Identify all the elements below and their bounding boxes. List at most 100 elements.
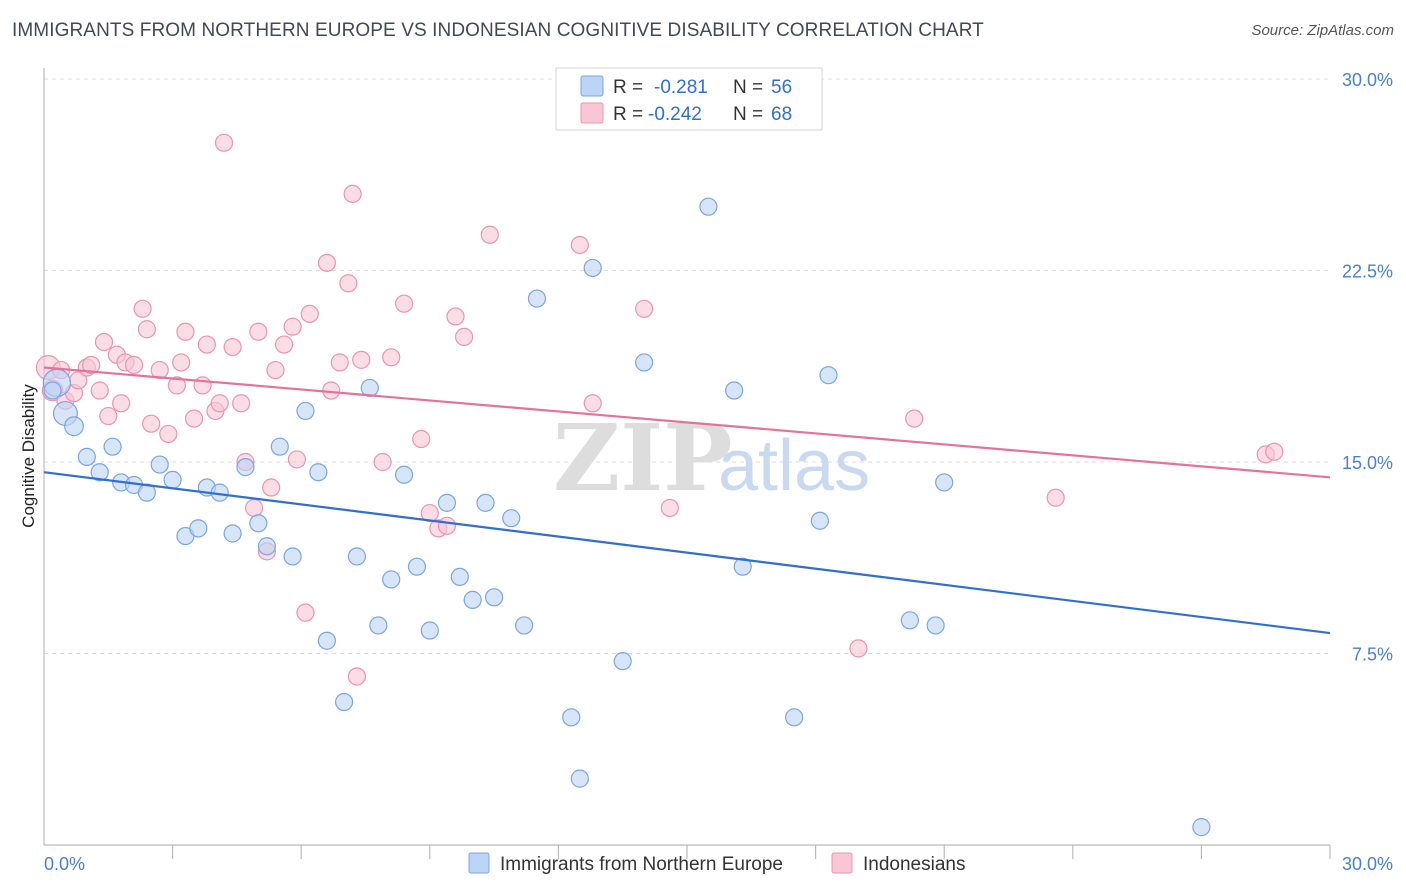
trend-line-northern-europe [43, 471, 1331, 635]
indonesians-point-15 [133, 299, 152, 318]
northern-europe-point-29 [394, 465, 414, 484]
indonesians-point-37 [274, 335, 294, 354]
legend-swatch-indonesians [580, 102, 604, 124]
y-tick-label-3: 30.0% [1342, 70, 1393, 90]
indonesians-point-16 [137, 320, 156, 339]
northern-europe-point-51 [900, 611, 920, 630]
indonesians-point-58 [480, 225, 499, 244]
indonesians-point-51 [394, 294, 414, 313]
indonesians-point-61 [635, 299, 654, 318]
indonesians-point-42 [317, 253, 337, 272]
indonesians-point-8 [90, 381, 109, 400]
indonesians-point-18 [150, 360, 169, 380]
indonesians-point-22 [176, 322, 195, 341]
indonesians-point-56 [446, 307, 465, 326]
northern-europe-point-34 [463, 590, 482, 609]
northern-europe-point-23 [317, 631, 337, 650]
northern-europe-point-28 [382, 570, 401, 589]
legend-n-label-1: N = [733, 77, 763, 98]
indonesians-point-55 [437, 516, 457, 535]
indonesians-point-64 [905, 409, 924, 428]
legend-n-label-2: N = [733, 104, 763, 125]
indonesians-point-23 [184, 409, 204, 428]
northern-europe-point-31 [420, 621, 439, 640]
legend-r-label-2: R = [613, 104, 643, 125]
northern-europe-point-22 [309, 463, 328, 482]
y-tick-label-2: 22.5% [1342, 262, 1393, 282]
northern-europe-point-21 [296, 401, 315, 421]
indonesians-point-45 [339, 274, 358, 293]
trend-lines [43, 366, 1331, 635]
northern-europe-point-43 [613, 652, 632, 671]
northern-europe-point-32 [437, 493, 457, 512]
watermark-atlas: atlas [718, 426, 870, 506]
y-tick-labels: 7.5% 15.0% 22.5% 30.0% [1342, 70, 1393, 665]
indonesians-point-47 [347, 667, 367, 686]
indonesians-point-57 [454, 327, 474, 346]
indonesians-point-60 [583, 394, 602, 413]
watermark: ZIP atlas [553, 404, 870, 512]
legend-n-value-2: 68 [771, 104, 792, 125]
source-label: Source: ZipAtlas.com [1251, 22, 1394, 39]
indonesians-point-59 [570, 235, 589, 255]
northern-europe-point-25 [347, 547, 367, 566]
indonesians-point-25 [197, 335, 216, 354]
indonesians-point-29 [232, 394, 251, 413]
northern-europe-point-19 [270, 437, 289, 456]
indonesians-point-9 [94, 332, 114, 352]
northern-europe-point-20 [283, 547, 302, 566]
northern-europe-point-49 [810, 511, 829, 530]
stats-legend: R = -0.281 N = 56 R = -0.242 N = 68 [555, 67, 823, 131]
trend-line-indonesians [43, 366, 1331, 479]
northern-europe-point-33 [450, 567, 469, 587]
indonesians-point-30 [214, 133, 234, 152]
northern-europe-point-5 [103, 437, 122, 456]
legend-r-value-2: -0.242 [648, 104, 702, 125]
northern-europe-point-24 [334, 692, 354, 712]
legend-r-value-1: -0.281 [654, 77, 708, 98]
northern-europe-point-30 [407, 557, 427, 576]
indonesians-point-35 [262, 478, 281, 497]
indonesians-point-21 [172, 353, 191, 372]
bottom-legend-swatch-northern-europe [468, 852, 490, 874]
indonesians-point-46 [343, 184, 362, 203]
indonesians-point-63 [849, 639, 868, 658]
northern-europe-point-35 [476, 493, 495, 512]
indonesians-point-24 [193, 376, 212, 395]
legend-swatch-northern-europe [580, 75, 604, 97]
northern-europe-point-45 [699, 197, 718, 216]
northern-europe-point-3 [77, 447, 96, 466]
indonesians-point-49 [373, 452, 392, 472]
northern-europe-point-2 [64, 416, 84, 437]
indonesians-point-67 [1265, 442, 1284, 461]
gridlines [44, 78, 1330, 654]
watermark-zip: ZIP [553, 404, 732, 512]
indonesians-point-33 [249, 322, 268, 341]
indonesians-point-65 [1046, 488, 1065, 507]
indonesians-point-20 [167, 376, 186, 395]
northern-europe-point-47 [733, 557, 752, 576]
indonesians-point-17 [142, 414, 161, 433]
indonesians-point-10 [99, 406, 118, 426]
indonesians-point-12 [112, 394, 131, 413]
northern-europe-point-46 [725, 381, 744, 400]
northern-europe-point-42 [583, 258, 602, 278]
indonesians-point-36 [266, 360, 285, 380]
northern-europe-point-12 [189, 519, 208, 538]
indonesians-point-7 [82, 355, 101, 375]
northern-europe-point-48 [785, 708, 804, 727]
northern-europe-point-52 [926, 616, 945, 635]
indonesians-point-14 [124, 355, 144, 375]
legend-n-value-1: 56 [771, 77, 792, 98]
indonesians-point-41 [300, 304, 319, 324]
indonesians-point-48 [352, 350, 371, 369]
indonesians-point-62 [660, 498, 679, 518]
indonesians-point-52 [412, 429, 431, 449]
indonesians-point-27 [210, 394, 229, 413]
indonesians-point-40 [296, 603, 315, 622]
northern-europe-point-50 [819, 366, 838, 385]
indonesians-point-19 [159, 424, 178, 444]
bottom-legend-label-northern-europe: Immigrants from Northern Europe [500, 854, 783, 875]
northern-europe-point-15 [223, 524, 242, 543]
